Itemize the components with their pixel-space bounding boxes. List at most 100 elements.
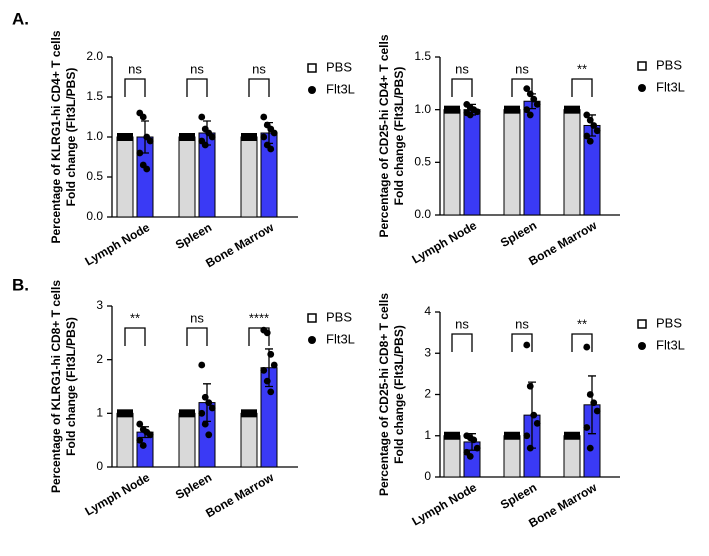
bar-cap [504,431,520,440]
bar [116,136,134,218]
data-point [146,137,154,145]
data-point [533,101,541,108]
data-point [267,388,275,396]
data-point [260,133,268,141]
significance-label: ** [130,310,140,325]
bar-cap [117,133,133,141]
x-tick-label: Lymph Node [83,470,153,518]
bar [178,136,196,218]
bar [178,412,196,468]
legend-label: Flt3L [326,81,355,96]
significance-bracket [451,78,473,97]
data-point [523,432,531,440]
bar [503,435,521,478]
data-point [583,343,591,351]
significance-bracket [511,78,533,97]
data-point [136,420,144,428]
bar [563,109,581,216]
significance-bracket [248,78,270,97]
x-tick-label: Spleen [498,218,539,250]
y-tick-label: 3 [424,345,431,359]
significance-bracket [186,327,208,346]
data-point [466,111,474,119]
legend-label: Flt3L [656,79,685,94]
data-point [208,133,216,141]
data-point [466,452,474,460]
bar [240,136,258,218]
significance-bracket [124,78,146,97]
data-point [473,444,481,452]
data-point [263,377,271,385]
y-tick-label: 1 [96,406,103,420]
x-tick-label: Lymph Node [83,220,153,268]
data-point [198,113,206,121]
y-tick-label: 0.5 [86,169,103,183]
bar-cap [444,105,460,114]
x-tick-label: Bone Marrow [526,218,599,268]
data-point [201,393,209,401]
x-tick-label: Bone Marrow [203,220,276,270]
x-tick-label: Spleen [173,220,214,252]
data-point [526,444,534,452]
bar [463,109,481,216]
data-point [267,350,275,358]
data-point [260,113,268,121]
significance-label: ns [455,316,469,331]
bar-cap [241,409,257,418]
data-point [526,382,534,390]
data-point [143,165,151,173]
y-tick-label: 0 [96,459,103,473]
data-point [523,85,531,92]
y-tick-label: 2 [424,387,431,401]
bar-cap [179,409,195,418]
bar [523,100,541,216]
bar [563,435,581,478]
data-point [139,442,147,449]
y-tick-label: 2.0 [86,49,103,63]
y-tick-label: 3 [96,298,103,312]
y-tick-label: 2 [96,352,103,366]
significance-bracket [186,78,208,97]
bar [116,412,134,468]
y-axis-label: Percentage of KLRG1-hi CD4+ T cells [49,30,63,243]
significance-label: ns [190,310,204,325]
y-tick-label: 1.5 [414,49,431,63]
legend-marker [638,342,646,350]
data-point [201,420,209,428]
bar-cap [179,133,195,141]
panel-label: B. [12,275,29,294]
data-point [136,436,144,444]
y-tick-label: 1.5 [86,89,103,103]
data-point [583,111,591,119]
legend-marker [638,84,646,92]
data-point [523,341,531,349]
significance-label: ** [577,316,587,331]
data-point [201,141,209,149]
legend-marker [308,86,316,94]
data-point [208,404,216,412]
y-tick-label: 4 [424,304,431,318]
data-point [470,436,478,444]
legend-label: Flt3L [326,331,355,346]
legend-label: PBS [656,315,682,330]
x-tick-label: Lymph Node [410,480,480,528]
data-point [586,137,594,145]
y-tick-label: 0 [424,469,431,483]
x-tick-label: Lymph Node [410,218,480,266]
legend-label: PBS [326,59,352,74]
data-point [146,431,154,439]
legend-label: PBS [656,57,682,72]
y-tick-label: 1.0 [86,129,103,143]
y-tick-label: 1 [424,428,431,442]
data-point [583,132,591,140]
data-point [473,108,481,116]
y-tick-label: 0.0 [86,209,103,223]
y-axis-label: Fold change (Flt3L/PBS) [64,317,78,456]
data-point [586,444,594,452]
data-point [205,431,213,439]
data-point [267,145,275,153]
bar [443,435,461,478]
y-axis-label: Fold change (Flt3L/PBS) [64,68,78,207]
data-point [530,95,538,103]
